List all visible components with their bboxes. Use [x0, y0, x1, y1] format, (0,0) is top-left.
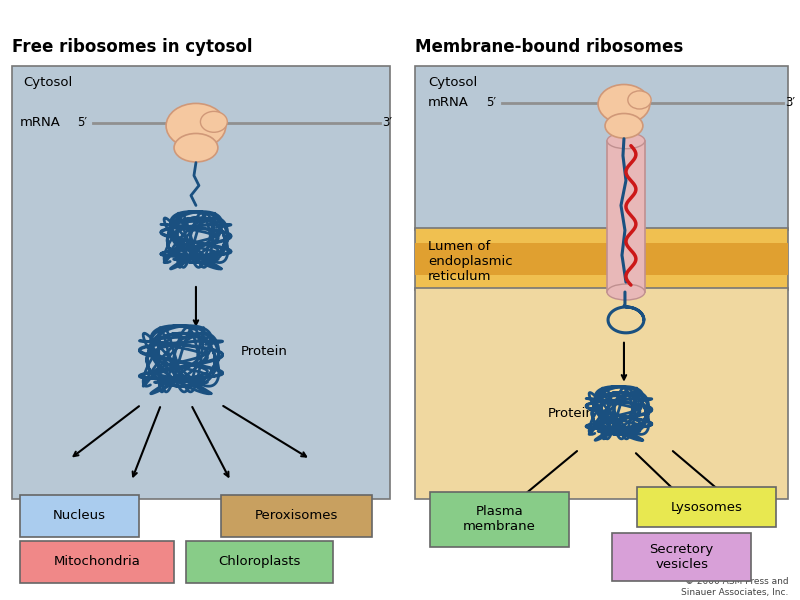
Text: Mitochondria: Mitochondria — [54, 555, 140, 568]
Text: 5′: 5′ — [486, 97, 497, 109]
Ellipse shape — [598, 85, 650, 124]
Text: Cytosol: Cytosol — [24, 76, 73, 89]
Text: Plasma
membrane: Plasma membrane — [463, 505, 536, 533]
Text: Protein: Protein — [241, 345, 288, 358]
Bar — [20, 495, 139, 537]
Ellipse shape — [610, 106, 637, 122]
Text: Secretory
vesicles: Secretory vesicles — [650, 543, 714, 571]
Text: Lumen of
endoplasmic
reticulum: Lumen of endoplasmic reticulum — [428, 240, 513, 283]
Ellipse shape — [201, 112, 227, 132]
Bar — [221, 495, 372, 537]
Text: Cytosol: Cytosol — [428, 76, 477, 89]
Text: Chloroplasts: Chloroplasts — [218, 555, 301, 568]
Text: Membrane-bound ribosomes: Membrane-bound ribosomes — [415, 38, 683, 56]
Bar — [12, 66, 390, 499]
Text: Lysosomes: Lysosomes — [670, 500, 742, 514]
Text: Nucleus: Nucleus — [53, 509, 106, 523]
Bar — [415, 66, 788, 230]
Bar — [186, 541, 334, 583]
Ellipse shape — [605, 113, 643, 138]
Bar — [607, 141, 645, 292]
Text: mRNA: mRNA — [428, 97, 469, 109]
Text: 3′: 3′ — [786, 97, 795, 109]
Text: Peroxisomes: Peroxisomes — [254, 509, 338, 523]
Bar — [415, 288, 788, 499]
Text: Free ribosomes in cytosol: Free ribosomes in cytosol — [12, 38, 252, 56]
Bar — [637, 487, 776, 527]
Ellipse shape — [181, 126, 211, 146]
Text: © 2000 ASM Press and
Sinauer Associates, Inc.: © 2000 ASM Press and Sinauer Associates,… — [681, 577, 788, 596]
Bar — [415, 243, 788, 275]
Ellipse shape — [607, 133, 645, 149]
Bar — [430, 492, 570, 547]
Text: mRNA: mRNA — [20, 116, 61, 130]
Ellipse shape — [166, 103, 226, 148]
Bar — [20, 541, 174, 583]
Bar — [612, 533, 751, 581]
Ellipse shape — [174, 133, 218, 162]
Text: 5′: 5′ — [78, 116, 87, 130]
Ellipse shape — [607, 284, 645, 300]
Text: Protein: Protein — [547, 407, 594, 420]
Ellipse shape — [628, 91, 651, 109]
Text: 3′: 3′ — [382, 116, 392, 130]
Bar — [415, 229, 788, 290]
